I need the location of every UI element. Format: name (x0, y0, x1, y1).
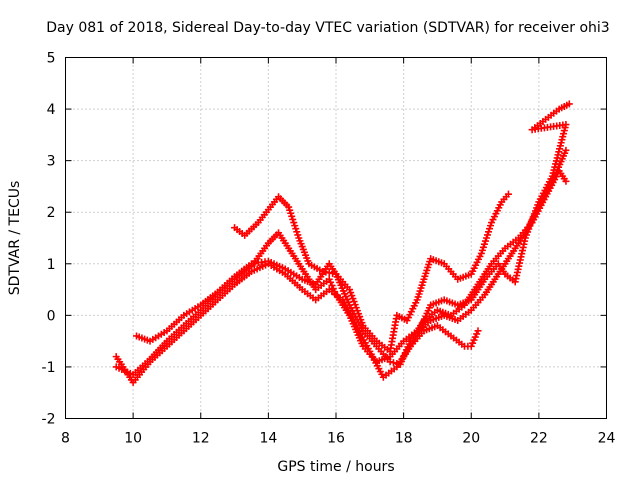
y-tick-label: -2 (42, 412, 56, 428)
plot-frame (65, 57, 607, 419)
series-track-4 (231, 190, 512, 355)
x-tick-label: 22 (530, 431, 548, 447)
x-axis-label: GPS time / hours (277, 459, 394, 475)
x-tick-label: 24 (598, 431, 616, 447)
data-point (393, 359, 401, 367)
y-tick-label: 4 (47, 102, 56, 118)
series-track-5 (400, 100, 573, 361)
x-tick-label: 10 (124, 431, 142, 447)
data-point (562, 146, 570, 154)
y-tick-label: 5 (47, 51, 56, 67)
data-point (474, 327, 482, 335)
chart-title: Day 081 of 2018, Sidereal Day-to-day VTE… (46, 20, 609, 36)
x-tick-label: 18 (395, 431, 413, 447)
data-point (386, 358, 394, 366)
series-track-2 (112, 146, 570, 379)
data-point (389, 359, 397, 367)
x-tick-label: 14 (259, 431, 277, 447)
data-point (562, 177, 570, 185)
x-tick-label: 20 (462, 431, 480, 447)
y-axis-label: SDTVAR / TECUs (7, 181, 23, 296)
x-tick-label: 16 (327, 431, 345, 447)
y-tick-label: -1 (42, 360, 56, 376)
grid (65, 57, 607, 419)
data-points (112, 100, 573, 386)
x-tick-label: 8 (61, 431, 70, 447)
data-point (565, 100, 573, 108)
y-tick-label: 3 (47, 154, 56, 170)
y-tick-label: 1 (47, 257, 56, 273)
data-point (504, 190, 512, 198)
y-tick-label: 2 (47, 205, 56, 221)
x-tick-label: 12 (192, 431, 210, 447)
y-tick-label: 0 (47, 308, 56, 324)
